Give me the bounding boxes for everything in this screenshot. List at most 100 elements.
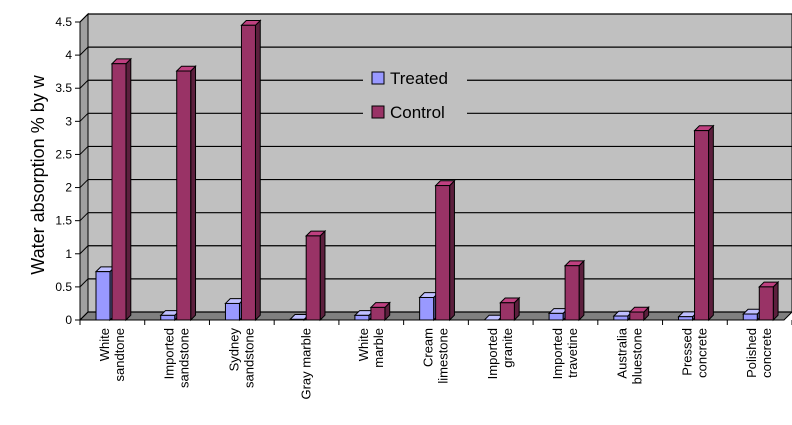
bar-front — [613, 315, 629, 321]
x-tick-label: White sandtone — [97, 328, 127, 382]
x-tick-label-line: concrete — [759, 328, 774, 378]
x-tick-label-line: Imported — [485, 328, 500, 379]
bar-front — [742, 313, 758, 321]
y-tick-label: 3.5 — [55, 81, 72, 95]
bar-front — [419, 296, 435, 321]
bar-side — [190, 64, 197, 322]
y-tick-label: 2.5 — [55, 147, 72, 161]
bar-front — [499, 302, 515, 321]
bar-front — [694, 130, 710, 321]
x-tick-label: White marble — [356, 328, 386, 368]
bar-control — [369, 301, 391, 322]
x-tick-label-line: White — [97, 328, 112, 361]
bar-side — [254, 19, 261, 322]
bar-control — [563, 259, 586, 322]
y-tick-label: 4.5 — [55, 15, 72, 29]
bar-side — [125, 57, 132, 322]
y-tick-label: 1.5 — [55, 214, 72, 228]
x-tick-label: Imported granite — [485, 328, 515, 379]
y-tick-label: 4 — [65, 48, 72, 62]
bar-front — [370, 306, 386, 321]
gridline-side — [79, 46, 89, 56]
x-tick-label: Sydney sandstone — [226, 328, 256, 388]
x-tick-label-line: Imported — [162, 328, 177, 379]
bar-control — [240, 19, 262, 322]
x-tick-label-line: White — [356, 328, 371, 361]
bar-front — [548, 312, 564, 321]
x-tick-label: Gray marble — [299, 328, 314, 400]
bar-control — [499, 296, 521, 322]
bar-front — [435, 185, 451, 321]
gridline-side — [79, 146, 89, 155]
gridline-side — [79, 112, 89, 122]
x-tick-label-line: Pressed — [679, 328, 694, 376]
legend-swatch — [371, 105, 385, 119]
bar-front — [678, 316, 694, 321]
legend-label: Treated — [390, 69, 448, 88]
x-tick-label-line: concrete — [694, 328, 709, 378]
y-tick-label: 1 — [65, 247, 72, 261]
bar-control — [628, 306, 650, 322]
gridline-side — [79, 212, 89, 222]
legend-swatch — [371, 71, 385, 85]
gridline-side — [79, 13, 89, 23]
y-tick-label: 0 — [65, 313, 72, 327]
bar-control — [434, 179, 456, 322]
bar-front — [305, 235, 321, 321]
bar-front — [758, 286, 774, 321]
x-tick-label: Australia bluestone — [615, 327, 645, 384]
y-tick-label: 3 — [65, 114, 72, 128]
bar-side — [708, 124, 714, 322]
x-tick-label-line: travetine — [565, 328, 580, 378]
bar-front — [176, 70, 192, 321]
x-tick-label-line: Polished — [744, 328, 759, 378]
y-tick-label: 2 — [65, 181, 72, 195]
gridline-side — [79, 311, 89, 321]
bar-front — [564, 265, 580, 321]
x-tick-label: Polished concrete — [744, 328, 774, 378]
bar-control — [758, 280, 780, 322]
x-tick-label: Pressed concrete — [679, 328, 709, 378]
legend-label: Control — [390, 103, 445, 122]
y-tick-label: 0.5 — [55, 280, 72, 294]
x-tick-label-line: granite — [500, 328, 515, 368]
x-tick-label-line: Cream — [421, 328, 436, 367]
y-axis-title: Water absorption % by w — [28, 74, 48, 274]
legend: Treated Control — [363, 58, 467, 126]
x-tick-label-line: Gray marble — [299, 328, 314, 400]
bar-front — [95, 271, 111, 321]
gridline-side — [79, 179, 89, 188]
plot-side-wall — [79, 12, 89, 322]
bar-front — [354, 314, 370, 321]
bar-front — [160, 314, 176, 321]
bar-control — [110, 57, 133, 322]
x-tick-label-line: limestone — [436, 328, 451, 384]
bar-front — [224, 302, 240, 321]
x-tick-label: Imported travetine — [550, 328, 580, 379]
x-tick-label-line: marble — [371, 328, 386, 368]
bar-front — [240, 24, 256, 321]
bar-control — [175, 64, 197, 322]
bar-side — [578, 259, 585, 322]
x-tick-label-line: bluestone — [630, 328, 645, 384]
bar-front — [629, 311, 645, 321]
gridline-side — [79, 278, 89, 288]
x-tick-label: Imported sandstone — [162, 328, 192, 388]
x-tick-label-line: sandtone — [112, 328, 127, 382]
bar-side — [772, 280, 779, 322]
bar-side — [319, 229, 326, 322]
x-tick-label: Cream limestone — [421, 328, 451, 384]
gridline-side — [79, 79, 89, 89]
bar-control — [693, 124, 715, 322]
bar-side — [449, 179, 455, 322]
x-tick-label-line: Sydney — [226, 328, 241, 372]
bar-front — [111, 63, 127, 321]
x-tick-label-line: sandstone — [241, 328, 256, 388]
gridline-side — [79, 245, 89, 255]
x-tick-label-line: Imported — [550, 328, 565, 379]
bar-control — [304, 229, 327, 322]
x-tick-label-line: Australia — [615, 327, 630, 378]
x-tick-label-line: sandstone — [177, 328, 192, 388]
